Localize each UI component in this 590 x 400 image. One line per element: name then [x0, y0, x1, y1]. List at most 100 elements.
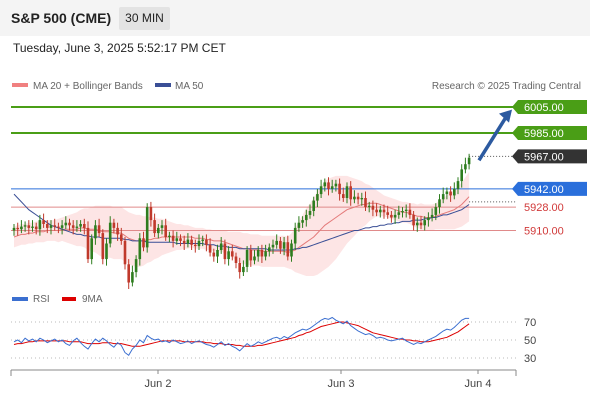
rsi-line — [13, 316, 470, 357]
rsi-ma-line — [13, 321, 470, 347]
candle-body — [90, 238, 93, 260]
candle-body — [308, 211, 312, 215]
candle-body — [401, 211, 404, 213]
candle-body — [371, 205, 375, 210]
candle-body — [142, 238, 145, 248]
candle-body — [334, 183, 338, 187]
candle-body — [330, 186, 334, 189]
candle-body — [101, 233, 105, 260]
candle-body — [327, 182, 330, 189]
candle-body — [427, 217, 430, 221]
candle-body — [138, 238, 142, 260]
bollinger-band — [14, 172, 470, 276]
main-plot — [11, 106, 516, 289]
rsi-ma-legend-swatch — [62, 297, 76, 301]
candle-body — [219, 243, 223, 250]
candle-body — [131, 272, 134, 283]
interval-selector[interactable]: 30 MIN — [119, 7, 170, 30]
level-tag-bg-1 — [512, 126, 587, 140]
ma20-legend-swatch — [12, 83, 28, 87]
candle-body — [46, 224, 49, 228]
candle-body — [386, 212, 389, 215]
candle-body — [297, 222, 301, 228]
candle-body — [430, 214, 434, 218]
candle-body — [27, 225, 31, 228]
candle-body — [367, 205, 371, 208]
candle-body — [116, 227, 119, 235]
candle-body — [342, 194, 345, 198]
candle-body — [293, 227, 297, 244]
candle-body — [456, 181, 460, 189]
candle-body — [83, 224, 86, 228]
candle-body — [57, 226, 60, 228]
candle-body — [393, 214, 397, 218]
candle-body — [404, 209, 408, 211]
level-tag-last-2: 5967.00 — [524, 151, 564, 163]
credit-text: Research © 2025 Trading Central — [432, 81, 581, 92]
candle-body — [349, 186, 352, 200]
candle-body — [382, 209, 386, 213]
candle-body — [360, 198, 364, 200]
candle-body — [123, 240, 127, 265]
candle-body — [445, 191, 449, 195]
candle-body — [316, 194, 319, 201]
candle-body — [145, 207, 149, 248]
price-level-tags: 6005.00 5985.00 5967.00 5942.00 5928.00 5910.… — [512, 100, 587, 238]
candle-body — [175, 238, 179, 241]
rsi-tick-70: 70 — [524, 317, 536, 329]
candle-body — [453, 188, 456, 196]
projection-arrow-shaft — [477, 114, 509, 162]
candle-body — [216, 250, 219, 257]
candle-body — [338, 183, 341, 195]
candle-body — [127, 264, 130, 283]
projection-arrow-head — [499, 109, 512, 123]
candle-body — [375, 209, 378, 213]
candle-body — [186, 239, 190, 244]
rsi-tick-30: 30 — [524, 353, 536, 365]
candle-body — [208, 244, 212, 253]
candle-body — [408, 209, 412, 215]
candle-body — [412, 214, 415, 226]
level-tag-support-5: 5910.00 — [524, 226, 564, 238]
x-axis-labels: Jun 2 Jun 3 Jun 4 — [145, 370, 491, 390]
candle-body — [312, 200, 315, 211]
candle-body — [164, 225, 167, 237]
candle-body — [286, 242, 290, 257]
rsi-tick-50: 50 — [524, 335, 536, 347]
candle-body — [60, 225, 64, 228]
candle-body — [120, 234, 123, 241]
candle-body — [97, 225, 101, 234]
candle-body — [290, 243, 293, 257]
candle-body — [23, 225, 27, 227]
candle-body — [171, 235, 175, 241]
candle-body — [160, 225, 164, 228]
candle-body — [416, 222, 419, 226]
candle-body — [31, 226, 34, 228]
candle-body — [379, 209, 382, 213]
candle-body — [212, 252, 216, 257]
candle-body — [345, 186, 349, 198]
candle-body — [245, 250, 249, 267]
level-tag-bg-2 — [512, 149, 587, 164]
candle-body — [201, 239, 204, 241]
candle-body — [419, 222, 423, 226]
candle-body — [397, 212, 401, 215]
timestamp: Tuesday, June 3, 2025 5:52:17 PM CET — [13, 41, 226, 55]
candle-body — [194, 244, 197, 247]
candle-body — [94, 225, 97, 239]
chart-header: S&P 500 (CME) 30 MIN — [0, 0, 590, 36]
level-tag-resistance-1: 5985.00 — [524, 128, 564, 140]
candle-body — [319, 186, 323, 195]
ma20-legend-label: MA 20 + Bollinger Bands — [33, 81, 143, 92]
candle-body — [12, 227, 16, 231]
candle-body — [260, 250, 264, 257]
ma50-legend-label: MA 50 — [175, 81, 204, 92]
candle-body — [223, 243, 227, 260]
candle-body — [20, 226, 23, 230]
candle-body — [157, 227, 160, 234]
candle-body — [168, 235, 171, 237]
candle-body — [205, 239, 208, 245]
level-tag-resistance-0: 6005.00 — [524, 102, 564, 114]
rsi-legend-label: RSI — [33, 294, 50, 305]
